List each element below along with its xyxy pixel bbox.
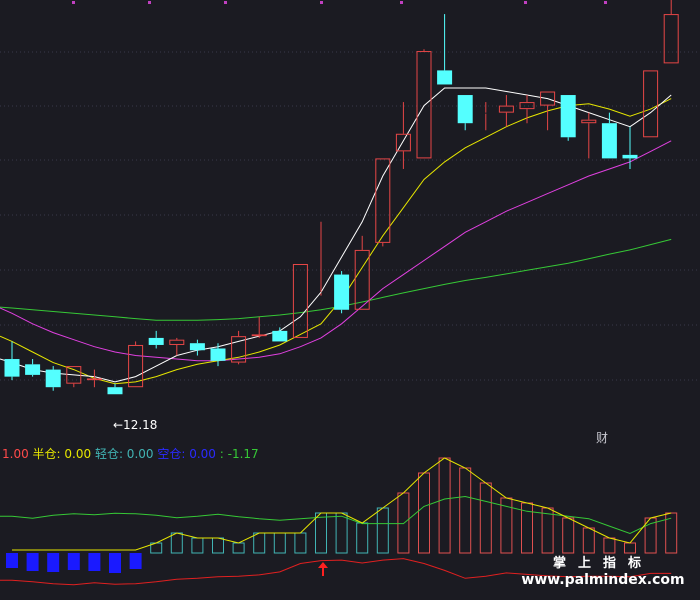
top-marker — [224, 1, 227, 4]
indicator-legend: 1.00 半仓: 0.00 轻仓: 0.00 空仓: 0.00 : -1.17 — [2, 445, 259, 461]
top-marker — [604, 1, 607, 4]
candle-body-up — [86, 378, 102, 381]
candle-body-up — [169, 339, 185, 345]
indicator-bar-cyan — [294, 532, 307, 554]
candle-body-down — [334, 274, 350, 310]
indicator-bar-red — [603, 537, 616, 554]
legend-empty: 空仓: 0.00 — [157, 447, 216, 461]
candle-body-up — [395, 133, 411, 152]
candle-body-up — [498, 105, 514, 113]
candle-body-down — [45, 369, 61, 388]
indicator-bar-cyan — [335, 512, 348, 554]
finance-marker: 财 — [596, 431, 609, 445]
indicator-bar-red — [438, 457, 451, 554]
top-marker — [320, 1, 323, 4]
indicator-bar-blue — [67, 553, 80, 570]
legend-light: 轻仓: 0.00 — [94, 447, 154, 461]
ma-white-line — [0, 87, 672, 383]
indicator-bar-blue — [6, 553, 18, 568]
candle-body-down — [437, 70, 453, 85]
legend-half: 半仓: 0.00 — [32, 447, 92, 461]
candle-body-up — [354, 249, 370, 310]
candle-body-up — [292, 264, 308, 338]
indicator-panel — [0, 457, 678, 586]
indicator-bar-cyan — [191, 537, 204, 554]
indicator-bar-red — [582, 527, 595, 554]
legend-prefix: 1.00 — [2, 447, 29, 461]
top-marker — [524, 1, 527, 4]
candle-body-up — [643, 70, 659, 138]
indicator-bar-cyan — [253, 532, 266, 554]
candle-body-up — [375, 158, 391, 243]
indicator-bar-cyan — [170, 532, 183, 554]
candle-body-down — [272, 330, 288, 342]
moving-averages — [0, 87, 672, 385]
indicator-bar-blue — [47, 553, 60, 572]
indicator-bar-blue — [109, 553, 121, 573]
candles — [4, 0, 679, 395]
candle-body-up — [231, 336, 247, 363]
candle-body-down — [4, 359, 20, 377]
top-marker — [72, 1, 75, 4]
indicator-bar-cyan — [315, 512, 327, 554]
ma-green-line — [0, 238, 672, 321]
ma-yellow-line — [0, 98, 672, 385]
indicator-bar-red — [562, 517, 575, 554]
indicator-bar-red — [479, 482, 492, 554]
candle-body-down — [457, 95, 473, 124]
indicator-lower-line — [0, 558, 672, 586]
candle-body-down — [601, 123, 617, 159]
watermark-url: www.palmindex.com — [521, 572, 685, 588]
candle-body-up — [416, 51, 432, 159]
watermark-cn: 掌上指标 — [552, 556, 653, 571]
indicator-bar-cyan — [356, 522, 369, 554]
candle-body-down — [560, 95, 576, 138]
indicator-bar-red — [418, 472, 430, 554]
indicator-bar-blue — [88, 553, 101, 571]
indicator-bar-cyan — [212, 537, 224, 554]
indicator-bar-blue — [129, 553, 142, 569]
candle-body-down — [25, 364, 41, 375]
indicator-bar-cyan — [232, 542, 245, 554]
low-price-label: ←12.18 — [113, 418, 157, 432]
indicator-bar-blue — [26, 553, 39, 571]
candle-body-up — [128, 344, 144, 388]
candle-body-up — [66, 366, 82, 384]
legend-tail: : -1.17 — [219, 447, 259, 461]
indicator-bar-cyan — [273, 532, 286, 554]
candle-body-down — [148, 337, 164, 345]
top-markers — [72, 1, 607, 4]
buy-arrow-icon — [318, 562, 328, 576]
watermark: 掌上指标 www.palmindex.com — [508, 552, 698, 588]
candle-body-up — [540, 91, 556, 106]
top-marker — [400, 1, 403, 4]
indicator-bar-cyan — [376, 507, 389, 554]
candle-body-up — [519, 102, 535, 110]
indicator-upper-line — [0, 495, 672, 535]
ma-magenta-line — [0, 140, 672, 362]
candle-body-down — [210, 348, 226, 361]
indicator-signal-line — [12, 457, 672, 551]
top-marker — [148, 1, 151, 4]
candle-body-up — [251, 334, 267, 337]
indicator-bar-red — [459, 467, 472, 554]
candle-body-up — [581, 119, 597, 124]
candle-body-down — [107, 387, 123, 395]
candle-body-down — [622, 154, 638, 159]
candle-body-up — [663, 14, 679, 64]
price-grid — [0, 51, 700, 381]
candle-body-down — [189, 343, 205, 351]
